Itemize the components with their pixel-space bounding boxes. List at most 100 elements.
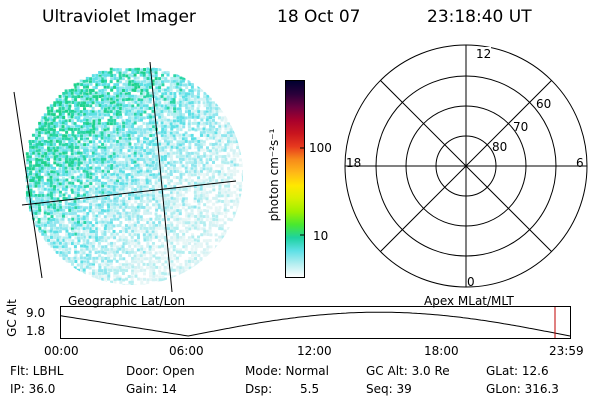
aurora-pixel [65, 142, 69, 146]
aurora-pixel [137, 263, 141, 267]
aurora-pixel [119, 203, 123, 207]
aurora-pixel [235, 137, 239, 141]
aurora-pixel [173, 209, 177, 213]
aurora-pixel [58, 185, 62, 189]
aurora-pixel [227, 136, 231, 140]
aurora-pixel [158, 118, 162, 122]
aurora-pixel [194, 151, 198, 155]
aurora-pixel [103, 281, 107, 285]
aurora-pixel [145, 178, 149, 182]
aurora-pixel [188, 175, 192, 179]
aurora-pixel [79, 134, 83, 138]
aurora-pixel [47, 217, 51, 221]
aurora-pixel [94, 130, 98, 134]
aurora-pixel [236, 181, 240, 185]
aurora-pixel [52, 239, 56, 243]
aurora-pixel [68, 158, 72, 162]
aurora-pixel [151, 149, 155, 153]
aurora-pixel [155, 106, 159, 110]
aurora-pixel [194, 218, 198, 222]
aurora-pixel [104, 256, 108, 260]
aurora-pixel [155, 245, 159, 249]
aurora-pixel [209, 136, 213, 140]
aurora-pixel [202, 251, 206, 255]
aurora-pixel [232, 133, 236, 137]
aurora-pixel [92, 119, 96, 123]
aurora-pixel [143, 268, 147, 272]
aurora-pixel [89, 182, 93, 186]
aurora-pixel [220, 194, 224, 198]
aurora-pixel [128, 244, 132, 248]
aurora-pixel [181, 137, 185, 141]
aurora-pixel [113, 206, 117, 210]
aurora-pixel [178, 191, 182, 195]
aurora-pixel [101, 197, 105, 201]
aurora-pixel [101, 191, 105, 195]
aurora-pixel [121, 263, 125, 267]
aurora-pixel [113, 199, 117, 203]
aurora-pixel [172, 229, 176, 233]
aurora-pixel [38, 121, 42, 125]
aurora-pixel [125, 178, 129, 182]
aurora-pixel [98, 211, 102, 215]
aurora-pixel [146, 67, 150, 71]
aurora-pixel [107, 172, 111, 176]
aurora-pixel [116, 173, 120, 177]
aurora-pixel [83, 266, 87, 270]
aurora-pixel [119, 169, 123, 173]
aurora-pixel [119, 230, 123, 234]
aurora-pixel [118, 238, 122, 242]
aurora-pixel [200, 127, 204, 131]
aurora-pixel [128, 161, 132, 165]
aurora-pixel [116, 106, 120, 110]
aurora-pixel [154, 175, 158, 179]
aurora-pixel [116, 217, 120, 221]
aurora-pixel [58, 245, 62, 249]
aurora-pixel [130, 271, 134, 275]
aurora-pixel [176, 89, 180, 93]
aurora-pixel [92, 269, 96, 273]
mlt-label-18: 18 [346, 156, 362, 170]
aurora-pixel [155, 256, 159, 260]
aurora-pixel [176, 143, 180, 147]
aurora-pixel [178, 209, 182, 213]
colorbar-tick-100: 100 [309, 141, 332, 155]
aurora-pixel [79, 137, 83, 141]
aurora-pixel [40, 223, 44, 227]
aurora-pixel [185, 151, 189, 155]
aurora-pixel [173, 92, 177, 96]
aurora-pixel [197, 104, 201, 108]
aurora-pixel [83, 160, 87, 164]
aurora-pixel [29, 191, 33, 195]
aurora-pixel [194, 139, 198, 143]
aurora-pixel [127, 206, 131, 210]
aurora-pixel [224, 115, 228, 119]
aurora-pixel [92, 256, 96, 260]
aurora-pixel [110, 248, 114, 252]
aurora-pixel [95, 136, 99, 140]
aurora-pixel [209, 133, 213, 137]
aurora-pixel [29, 145, 33, 149]
aurora-pixel [74, 187, 78, 191]
aurora-pixel [218, 218, 222, 222]
aurora-pixel [76, 209, 80, 213]
aurora-pixel [32, 151, 36, 155]
aurora-pixel [203, 91, 207, 95]
aurora-pixel [128, 251, 132, 255]
aurora-pixel [29, 152, 33, 156]
aurora-pixel [218, 149, 222, 153]
aurora-pixel [220, 188, 224, 192]
aurora-pixel [62, 193, 66, 197]
aurora-pixel [167, 200, 171, 204]
aurora-pixel [74, 98, 78, 102]
aurora-pixel [50, 109, 54, 113]
aurora-pixel [101, 259, 105, 263]
aurora-pixel [85, 170, 89, 174]
aurora-pixel [83, 94, 87, 98]
aurora-pixel [182, 223, 186, 227]
aurora-pixel [88, 190, 92, 194]
aurora-pixel [188, 238, 192, 242]
aurora-pixel [34, 205, 38, 209]
aurora-pixel [178, 217, 182, 221]
aurora-pixel [146, 209, 150, 213]
